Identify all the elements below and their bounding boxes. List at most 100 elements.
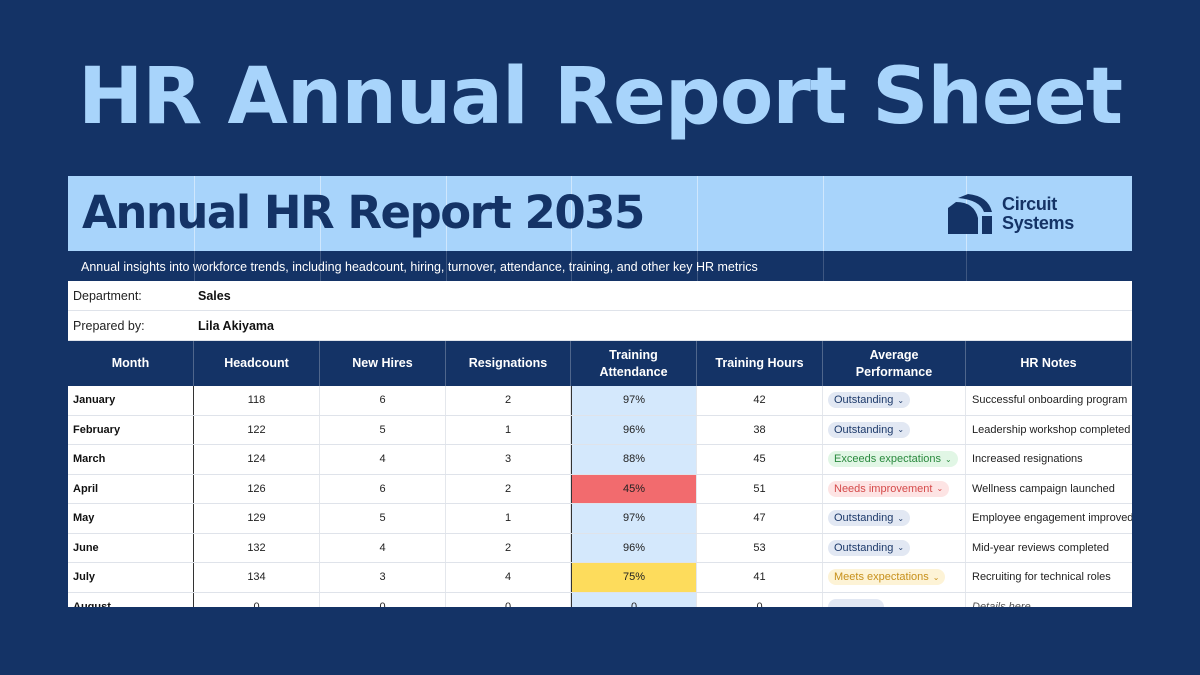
cell-training-hours[interactable]: 51 bbox=[697, 474, 823, 503]
banner-grid-line bbox=[823, 176, 824, 251]
cell-resignations[interactable]: 3 bbox=[446, 445, 571, 474]
cell-headcount[interactable]: 134 bbox=[194, 563, 320, 592]
cell-training-attendance[interactable]: 96% bbox=[571, 415, 697, 444]
cell-headcount[interactable]: 118 bbox=[194, 386, 320, 415]
cell-resignations[interactable]: 1 bbox=[446, 415, 571, 444]
cell-month[interactable]: January bbox=[68, 386, 194, 415]
chevron-down-icon[interactable]: ⌄ bbox=[945, 454, 952, 464]
cell-resignations[interactable]: 2 bbox=[446, 533, 571, 562]
cell-training-hours[interactable]: 47 bbox=[697, 504, 823, 533]
cell-training-attendance[interactable]: 96% bbox=[571, 533, 697, 562]
cell-month[interactable]: June bbox=[68, 533, 194, 562]
chevron-down-icon[interactable]: ⌄ bbox=[897, 395, 905, 405]
subtitle-grid-line bbox=[697, 251, 698, 281]
cell-average-performance[interactable]: Meets expectations ⌄ bbox=[823, 563, 966, 592]
prepared-by-label: Prepared by: bbox=[73, 319, 145, 333]
cell-hr-notes[interactable]: Mid-year reviews completed bbox=[972, 541, 1109, 554]
chevron-down-icon[interactable]: ⌄ bbox=[932, 572, 940, 582]
cell-month[interactable]: March bbox=[68, 445, 194, 474]
column-header-training-hours[interactable]: Training Hours bbox=[697, 341, 823, 386]
report-banner: Annual HR Report 2035 Circuit Systems bbox=[68, 176, 1132, 251]
cell-headcount[interactable]: 129 bbox=[194, 504, 320, 533]
cell-average-performance[interactable]: Outstanding ⌄ bbox=[823, 533, 966, 562]
cell-average-performance[interactable]: Needs improvement ⌄ bbox=[823, 474, 966, 503]
cell-month[interactable]: August bbox=[68, 592, 194, 607]
performance-dropdown[interactable]: Outstanding ⌄ bbox=[828, 392, 911, 409]
cell-training-attendance[interactable]: 75% bbox=[571, 563, 697, 592]
cell-hr-notes[interactable]: Successful onboarding program bbox=[972, 394, 1128, 407]
column-header-resignations[interactable]: Resignations bbox=[446, 341, 571, 386]
column-header-training-attendance[interactable]: Training Attendance bbox=[571, 341, 697, 386]
cell-training-attendance[interactable]: 88% bbox=[571, 445, 697, 474]
cell-hr-notes[interactable]: Leadership workshop completed bbox=[972, 423, 1131, 436]
performance-dropdown[interactable]: Outstanding ⌄ bbox=[828, 510, 911, 527]
cell-average-performance[interactable] bbox=[823, 592, 966, 607]
cell-hr-notes[interactable]: Details here bbox=[972, 600, 1031, 607]
cell-resignations[interactable]: 2 bbox=[446, 386, 571, 415]
cell-new-hires[interactable]: 6 bbox=[320, 386, 446, 415]
banner-grid-line bbox=[571, 176, 572, 251]
chevron-down-icon[interactable]: ⌄ bbox=[936, 484, 944, 494]
department-value[interactable]: Sales bbox=[198, 289, 231, 303]
cell-headcount[interactable]: 0 bbox=[194, 592, 320, 607]
cell-new-hires[interactable]: 4 bbox=[320, 533, 446, 562]
cell-resignations[interactable]: 0 bbox=[446, 592, 571, 607]
chevron-down-icon[interactable]: ⌄ bbox=[897, 543, 905, 553]
cell-hr-notes[interactable]: Employee engagement improved bbox=[972, 512, 1132, 525]
prepared-by-value[interactable]: Lila Akiyama bbox=[198, 319, 274, 333]
cell-training-hours[interactable]: 38 bbox=[697, 415, 823, 444]
cell-average-performance[interactable]: Exceeds expectations ⌄ bbox=[823, 445, 966, 474]
cell-month[interactable]: February bbox=[68, 415, 194, 444]
chevron-down-icon[interactable]: ⌄ bbox=[897, 425, 905, 435]
cell-headcount[interactable]: 132 bbox=[194, 533, 320, 562]
cell-new-hires[interactable]: 4 bbox=[320, 445, 446, 474]
company-logo: Circuit Systems bbox=[948, 194, 1074, 234]
cell-hr-notes[interactable]: Increased resignations bbox=[972, 453, 1083, 466]
column-header-headcount[interactable]: Headcount bbox=[194, 341, 320, 386]
cell-training-attendance[interactable]: 45% bbox=[571, 474, 697, 503]
cell-new-hires[interactable]: 3 bbox=[320, 563, 446, 592]
cell-headcount[interactable]: 124 bbox=[194, 445, 320, 474]
column-header-new-hires[interactable]: New Hires bbox=[320, 341, 446, 386]
cell-average-performance[interactable]: Outstanding ⌄ bbox=[823, 415, 966, 444]
performance-label: Outstanding bbox=[834, 394, 894, 407]
performance-label: Exceeds expectations bbox=[834, 453, 942, 466]
circuit-systems-logo-icon bbox=[948, 194, 992, 234]
cell-average-performance[interactable]: Outstanding ⌄ bbox=[823, 504, 966, 533]
column-header-average-performance[interactable]: Average Performance bbox=[823, 341, 966, 386]
cell-training-hours[interactable]: 53 bbox=[697, 533, 823, 562]
banner-grid-line bbox=[446, 176, 447, 251]
cell-training-attendance[interactable]: 97% bbox=[571, 386, 697, 415]
column-header-hr-notes[interactable]: HR Notes bbox=[966, 341, 1132, 386]
performance-dropdown[interactable] bbox=[828, 598, 884, 607]
cell-average-performance[interactable]: Outstanding ⌄ bbox=[823, 386, 966, 415]
cell-headcount[interactable]: 126 bbox=[194, 474, 320, 503]
cell-new-hires[interactable]: 5 bbox=[320, 415, 446, 444]
cell-hr-notes[interactable]: Wellness campaign launched bbox=[972, 482, 1115, 495]
cell-training-hours[interactable]: 42 bbox=[697, 386, 823, 415]
performance-dropdown[interactable]: Exceeds expectations ⌄ bbox=[828, 451, 958, 468]
cell-resignations[interactable]: 4 bbox=[446, 563, 571, 592]
cell-new-hires[interactable]: 6 bbox=[320, 474, 446, 503]
performance-dropdown[interactable]: Outstanding ⌄ bbox=[828, 421, 911, 438]
performance-dropdown[interactable]: Outstanding ⌄ bbox=[828, 539, 911, 556]
performance-dropdown[interactable]: Meets expectations ⌄ bbox=[828, 569, 946, 586]
chevron-down-icon[interactable]: ⌄ bbox=[897, 513, 905, 523]
cell-hr-notes[interactable]: Recruiting for technical roles bbox=[972, 571, 1111, 584]
cell-training-hours[interactable]: 45 bbox=[697, 445, 823, 474]
cell-month[interactable]: July bbox=[68, 563, 194, 592]
cell-month[interactable]: May bbox=[68, 504, 194, 533]
cell-training-attendance[interactable]: 97% bbox=[571, 504, 697, 533]
cell-training-hours[interactable]: 0 bbox=[697, 592, 823, 607]
cell-new-hires[interactable]: 5 bbox=[320, 504, 446, 533]
cell-resignations[interactable]: 2 bbox=[446, 474, 571, 503]
column-header-month[interactable]: Month bbox=[68, 341, 194, 386]
cell-training-hours[interactable]: 41 bbox=[697, 563, 823, 592]
cell-headcount[interactable]: 122 bbox=[194, 415, 320, 444]
cell-training-attendance[interactable]: 0 bbox=[571, 592, 697, 607]
performance-dropdown[interactable]: Needs improvement ⌄ bbox=[828, 480, 950, 497]
department-label: Department: bbox=[73, 289, 142, 303]
cell-resignations[interactable]: 1 bbox=[446, 504, 571, 533]
cell-month[interactable]: April bbox=[68, 474, 194, 503]
cell-new-hires[interactable]: 0 bbox=[320, 592, 446, 607]
